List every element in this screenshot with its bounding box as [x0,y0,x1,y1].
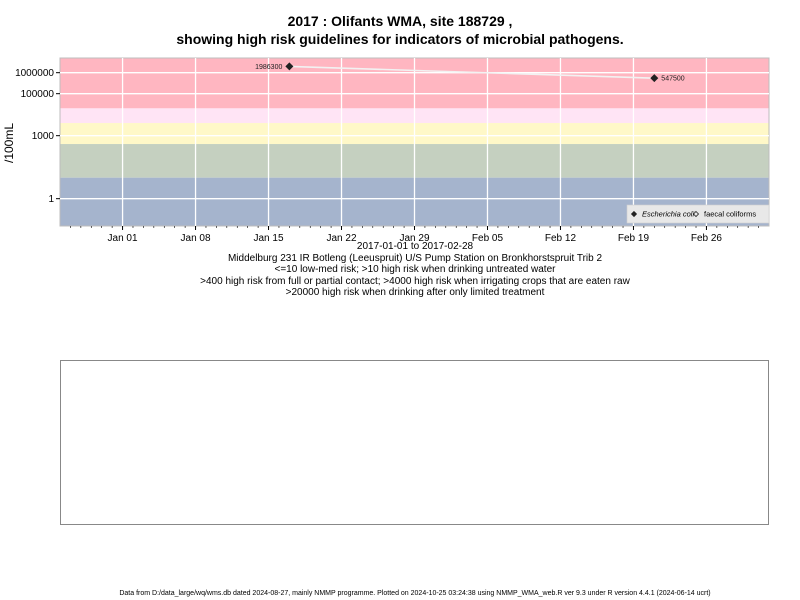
y-tick-label-0: 1 [48,194,54,205]
y-tick-label-2: 100000 [21,89,55,100]
caption-guideline-1: <=10 low-med risk; >10 high risk when dr… [274,264,556,275]
legend-label-0: Escherichia coli [642,210,694,219]
empty-panel [60,360,769,525]
legend-marker-0 [630,210,638,218]
legend-label-1: faecal coliforms [704,210,756,219]
caption-site: Middelburg 231 IR Botleng (Leeuspruit) U… [227,253,603,264]
data-point-0-1 [650,74,659,83]
x-tick-label-3: Jan 22 [326,233,356,244]
x-tick-label-5: Feb 05 [472,233,504,244]
x-tick-label-6: Feb 12 [545,233,577,244]
legend: Escherichia coli faecal coliforms [626,204,770,224]
chart-title-line2: showing high risk guidelines for indicat… [176,31,624,47]
x-axis: Jan 01 Jan 08 Jan 15 Jan 22 Jan 29 Feb 05 Feb … [108,226,723,244]
series-line-0 [289,65,655,79]
x-tick-label-1: Jan 08 [181,233,211,244]
x-axis-range-label: 2017-01-01 to 2017-02-28 [356,241,474,252]
x-tick-label-4: Jan 29 [399,233,429,244]
data-point-0-0 [285,62,294,71]
series-layer: 1986300 547500 [255,62,685,83]
x-tick-label-2: Jan 15 [254,233,284,244]
data-label-0-1: 547500 [661,76,684,83]
chart-title-line1: 2017 : Olifants WMA, site 188729 , [287,13,513,29]
x-tick-label-8: Feb 26 [691,233,723,244]
minor-x-ticks [70,226,759,228]
y-tick-label-3: 1000000 [15,68,54,79]
y-axis-label: /100mL [2,123,16,163]
caption-guideline-2: >400 high risk from full or partial cont… [200,276,630,287]
y-axis: 1 1000 100000 1000000 [15,68,60,205]
y-tick-label-1: 1000 [32,131,55,142]
caption-guideline-3: >20000 high risk when drinking after onl… [285,287,545,298]
x-tick-label-7: Feb 19 [618,233,650,244]
x-tick-label-0: Jan 01 [108,233,138,244]
data-label-0-0: 1986300 [255,64,282,71]
legend-marker-1 [692,210,700,218]
footer-note: Data from D:/data_large/wq/wms.db dated … [119,590,711,597]
grid-lines [60,58,769,226]
